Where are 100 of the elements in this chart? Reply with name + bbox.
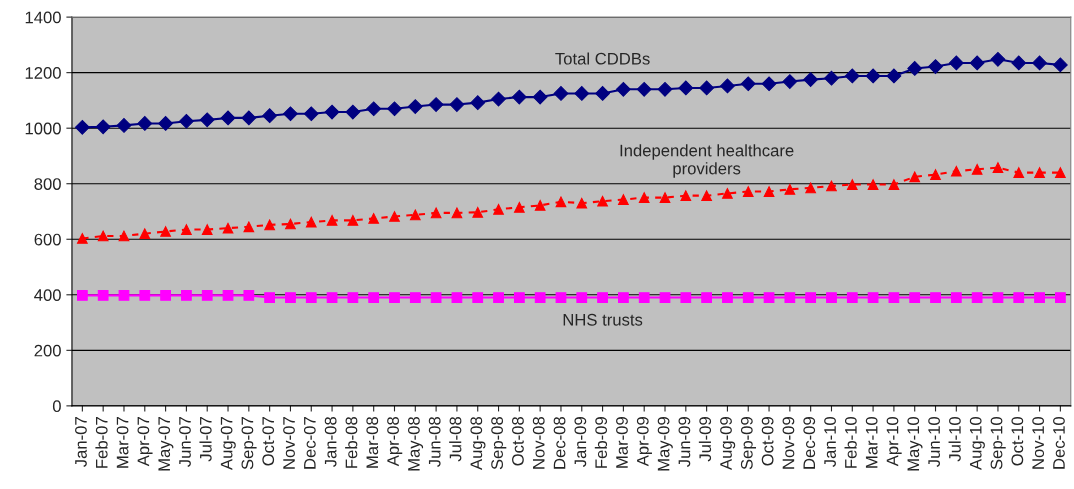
x-tick-label: Jan-10 [824,416,836,467]
x-tick-label: Dec-07 [303,417,316,469]
point [992,162,1004,173]
point [742,292,754,303]
x-tick-label: Nov-10 [1032,416,1045,469]
x-tick-label: May-09 [657,417,673,471]
x-tick-label: Aug-10 [969,416,985,470]
y-tick-label: 1200 [25,67,61,79]
x-tick-label: Oct-07 [262,417,275,466]
point [409,209,421,221]
point [118,289,130,301]
point [784,183,796,195]
point [116,118,132,133]
x-tick-label: Apr-07 [137,417,153,467]
point [618,194,629,205]
x-tick-label: Mar-08 [366,417,379,468]
point [597,195,608,207]
point [844,68,860,84]
y-tick-label: 200 [34,344,61,357]
point [576,292,588,303]
point [158,116,173,131]
point [222,289,234,301]
point [1032,55,1047,71]
point [449,97,465,112]
point [948,55,964,71]
point [264,219,276,231]
point [493,292,504,303]
point [1011,55,1027,71]
point [345,104,361,120]
x-tick-label: Dec-09 [803,417,816,469]
point [347,215,359,226]
x-tick-label: Feb-09 [594,417,608,468]
point [430,207,442,219]
point [513,292,525,303]
x-tick-label: Feb-08 [345,417,358,468]
x-tick-label: Apr-10 [886,416,902,467]
point [699,80,715,96]
x-tick-label: Oct-09 [761,417,774,466]
point [740,76,756,92]
x-tick-label: Apr-08 [387,417,403,467]
point [636,81,652,97]
point [638,292,650,303]
x-tick-label: Nov-09 [782,417,795,469]
point [907,61,923,76]
point [574,86,590,101]
point [389,211,400,222]
point [576,197,588,209]
point [701,292,713,303]
point [597,292,608,303]
x-tick-label: Sep-10 [990,416,1006,470]
point [720,78,735,94]
point [534,200,546,211]
point [803,72,819,87]
point [470,95,486,111]
x-tick-label: Aug-08 [470,417,486,470]
point [139,289,151,301]
point [264,292,276,303]
point [326,292,338,303]
point [1034,167,1045,178]
point [285,218,296,230]
x-tick-label: Jun-07 [179,417,191,467]
point [867,179,879,190]
x-tick-label: Jan-09 [574,417,587,467]
point [824,70,839,86]
point [181,224,192,235]
point [555,196,567,208]
point [678,80,694,96]
point [324,104,340,120]
point [95,119,111,135]
point [532,89,548,105]
point [222,222,234,234]
point [472,292,484,303]
x-tick-label: Jun-10 [928,416,940,467]
x-tick-label: Mar-07 [116,417,129,468]
point [950,165,962,177]
x-tick-label: Dec-10 [1053,416,1065,469]
point [389,292,400,303]
point [805,292,817,303]
y-tick-label: 400 [34,289,61,301]
point [1034,292,1045,303]
point [118,230,130,242]
point [97,230,109,242]
point [553,86,569,101]
point [865,68,881,84]
point [430,292,442,303]
point [303,106,319,122]
point [763,292,775,303]
point [160,289,171,301]
point [701,190,713,202]
point [930,169,941,180]
point [930,292,941,303]
x-tick-label: Mar-09 [616,417,628,468]
x-tick-label: Apr-09 [636,417,652,467]
point [826,180,837,192]
point [846,292,858,303]
point [181,289,192,301]
point [659,292,671,303]
point [971,292,983,303]
x-tick-label: May-07 [158,417,174,471]
x-tick-label: Jun-09 [678,417,691,467]
